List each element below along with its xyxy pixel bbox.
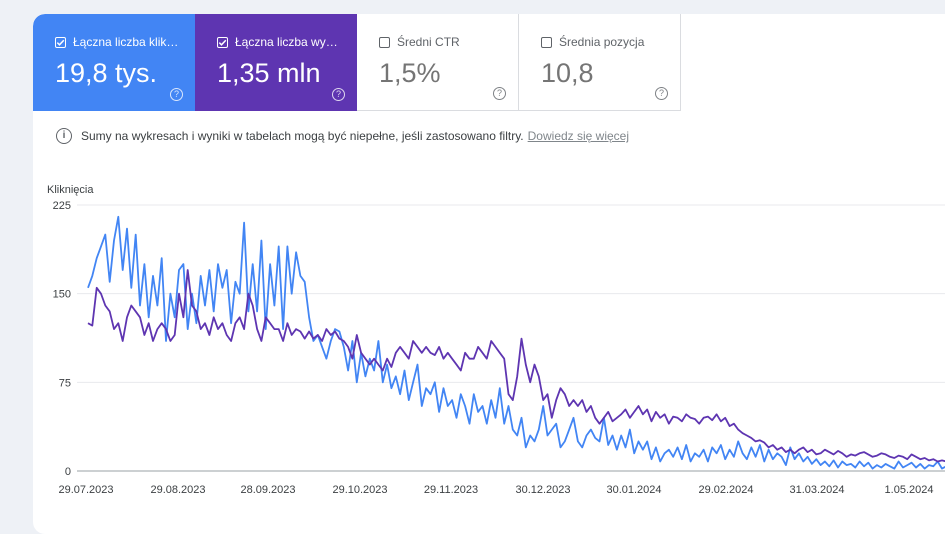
checkbox-checked-icon[interactable] [55,36,66,48]
checkbox-checked-icon[interactable] [217,36,228,48]
y-axis-label: Kliknięcia [47,184,94,196]
checkbox-unchecked-icon[interactable] [379,36,390,48]
metric-value: 1,35 mln [217,58,321,88]
series-line-clicks [87,215,945,470]
performance-card: Łączna liczba klik… 19,8 tys. ? Łączna l… [33,14,945,534]
x-tick-label: 29.08.2023 [150,484,205,496]
metric-tile-clicks[interactable]: Łączna liczba klik… 19,8 tys. ? [33,14,195,111]
x-tick-label: 29.10.2023 [332,484,387,496]
checkbox-unchecked-icon[interactable] [541,36,552,48]
metric-tile-position[interactable]: Średnia pozycja 10,8 ? [519,14,681,111]
y-tick-label: 150 [53,289,71,301]
metric-value: 19,8 tys. [55,58,158,88]
metric-tile-ctr[interactable]: Średni CTR 1,5% ? [357,14,519,111]
help-icon[interactable]: ? [493,87,506,100]
metric-label: Łączna liczba klik… [73,35,179,49]
help-icon[interactable]: ? [332,88,345,101]
metric-label: Łączna liczba wy… [235,35,338,49]
metric-tile-impressions[interactable]: Łączna liczba wy… 1,35 mln ? [195,14,357,111]
x-tick-label: 29.07.2023 [58,484,113,496]
y-tick-label: 225 [53,200,71,212]
metric-label: Średnia pozycja [559,35,645,49]
x-tick-label: 29.11.2023 [424,484,478,496]
learn-more-link[interactable]: Dowiedz się więcej [527,129,630,143]
line-chart: Kliknięcia 0 75 150 225 29.07.2023 29.08.2023 2… [47,184,945,496]
x-tick-label: 1.05.2024 [885,484,934,496]
metric-value: 1,5% [379,58,441,88]
x-tick-label: 28.09.2023 [240,484,295,496]
x-tick-label: 30.12.2023 [515,484,570,496]
x-tick-label: 31.03.2024 [789,484,844,496]
metric-label: Średni CTR [397,35,460,49]
y-tick-label: 75 [59,377,71,389]
x-tick-label: 30.01.2024 [606,484,661,496]
y-tick-label: 0 [65,466,71,478]
notice-text: Sumy na wykresach i wyniki w tabelach mo… [81,129,524,143]
series-line-impressions [87,269,945,463]
help-icon[interactable]: ? [170,88,183,101]
metric-tiles: Łączna liczba klik… 19,8 tys. ? Łączna l… [33,14,681,111]
help-icon[interactable]: ? [655,87,668,100]
x-tick-label: 29.02.2024 [698,484,753,496]
metric-value: 10,8 [541,58,594,88]
filter-notice: i Sumy na wykresach i wyniki w tabelach … [56,128,629,144]
info-icon: i [56,128,72,144]
